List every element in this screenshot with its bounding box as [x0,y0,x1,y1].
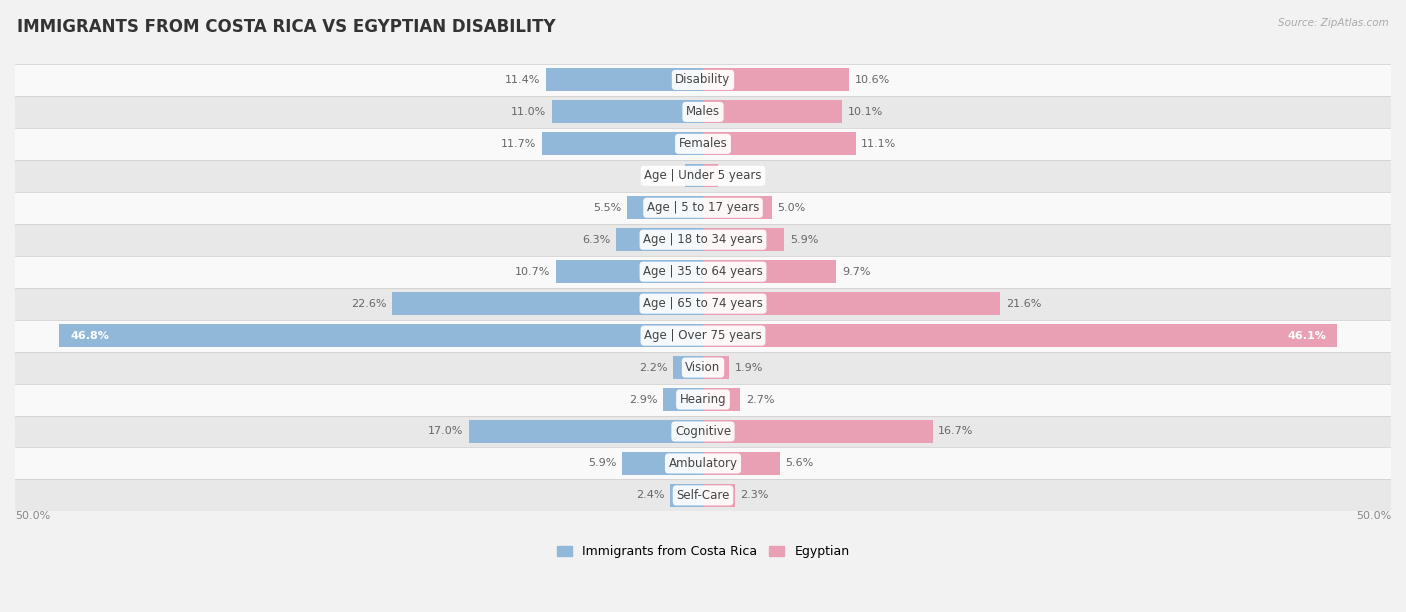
Bar [15,96,1391,128]
Text: 21.6%: 21.6% [1005,299,1040,308]
Bar [470,420,703,443]
Text: 2.2%: 2.2% [638,362,668,373]
Text: 11.1%: 11.1% [862,139,897,149]
Text: Age | 5 to 17 years: Age | 5 to 17 years [647,201,759,214]
Text: Males: Males [686,105,720,118]
Bar [546,69,703,91]
Bar [15,384,1391,416]
Bar [685,164,703,187]
Text: Self-Care: Self-Care [676,489,730,502]
Bar [671,484,703,507]
Bar [703,292,1000,315]
Text: Age | 35 to 64 years: Age | 35 to 64 years [643,265,763,278]
Text: 1.1%: 1.1% [724,171,752,181]
Text: Females: Females [679,137,727,151]
Bar [703,388,740,411]
Bar [15,416,1391,447]
Bar [703,164,718,187]
Bar [15,160,1391,192]
Text: IMMIGRANTS FROM COSTA RICA VS EGYPTIAN DISABILITY: IMMIGRANTS FROM COSTA RICA VS EGYPTIAN D… [17,18,555,36]
Text: 10.6%: 10.6% [855,75,890,85]
Text: Source: ZipAtlas.com: Source: ZipAtlas.com [1278,18,1389,28]
Bar [15,319,1391,351]
Text: 2.3%: 2.3% [740,490,769,501]
Text: 2.4%: 2.4% [636,490,665,501]
Bar [15,256,1391,288]
Bar [15,224,1391,256]
Text: 5.0%: 5.0% [778,203,806,213]
Bar [15,192,1391,224]
Text: Age | 65 to 74 years: Age | 65 to 74 years [643,297,763,310]
Bar [541,132,703,155]
Bar [664,388,703,411]
Text: 11.7%: 11.7% [501,139,537,149]
Text: Cognitive: Cognitive [675,425,731,438]
Bar [555,260,703,283]
Bar [15,351,1391,384]
Text: 6.3%: 6.3% [582,235,610,245]
Text: Disability: Disability [675,73,731,86]
Text: Vision: Vision [685,361,721,374]
Bar [15,288,1391,319]
Bar [703,356,730,379]
Text: 16.7%: 16.7% [938,427,974,436]
Text: Age | Over 75 years: Age | Over 75 years [644,329,762,342]
Bar [703,260,837,283]
Text: 9.7%: 9.7% [842,267,870,277]
Bar [703,452,780,475]
Text: 5.6%: 5.6% [786,458,814,468]
Bar [703,69,849,91]
Text: 10.7%: 10.7% [515,267,550,277]
Bar [15,128,1391,160]
Bar [672,356,703,379]
Bar [703,484,735,507]
Bar [15,447,1391,479]
Text: Age | Under 5 years: Age | Under 5 years [644,170,762,182]
Bar [15,64,1391,96]
Bar [627,196,703,219]
Text: 5.5%: 5.5% [593,203,621,213]
Text: 2.9%: 2.9% [628,395,658,405]
Text: 2.7%: 2.7% [745,395,775,405]
Bar [621,452,703,475]
Text: 50.0%: 50.0% [1355,512,1391,521]
Text: Hearing: Hearing [679,393,727,406]
Text: 11.0%: 11.0% [510,107,546,117]
Text: 5.9%: 5.9% [588,458,616,468]
Text: 22.6%: 22.6% [352,299,387,308]
Text: 46.1%: 46.1% [1288,330,1326,341]
Legend: Immigrants from Costa Rica, Egyptian: Immigrants from Costa Rica, Egyptian [551,540,855,563]
Text: 11.4%: 11.4% [505,75,541,85]
Text: Age | 18 to 34 years: Age | 18 to 34 years [643,233,763,246]
Bar [703,420,932,443]
Text: 10.1%: 10.1% [848,107,883,117]
Text: 17.0%: 17.0% [429,427,464,436]
Text: 5.9%: 5.9% [790,235,818,245]
Bar [616,228,703,252]
Bar [703,132,856,155]
Bar [59,324,703,347]
Bar [703,228,785,252]
Bar [703,196,772,219]
Bar [703,100,842,124]
Bar [15,479,1391,512]
Bar [392,292,703,315]
Text: 1.3%: 1.3% [651,171,679,181]
Text: Ambulatory: Ambulatory [668,457,738,470]
Bar [551,100,703,124]
Text: 50.0%: 50.0% [15,512,51,521]
Text: 1.9%: 1.9% [735,362,763,373]
Text: 46.8%: 46.8% [70,330,108,341]
Bar [703,324,1337,347]
